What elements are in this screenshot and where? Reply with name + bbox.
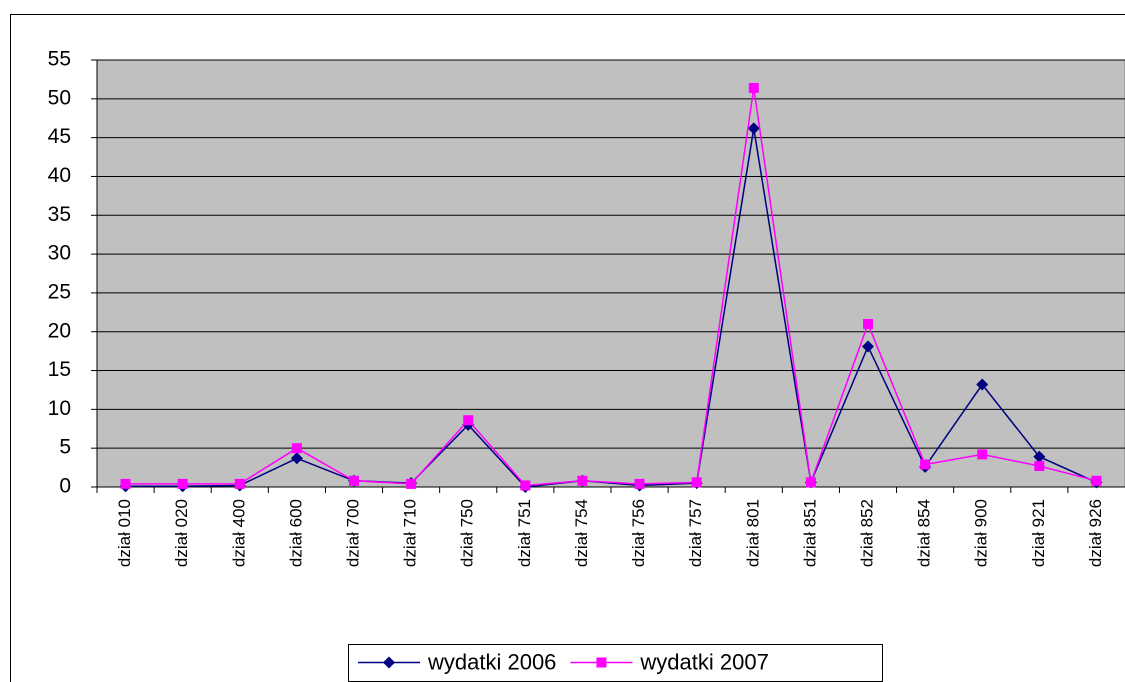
y-tick-label: 40 [48,164,71,187]
y-tick-label: 55 [48,48,71,71]
x-tick-label: dział 750 [458,499,477,567]
point [1091,475,1102,486]
y-tick-label: 0 [59,475,71,498]
point [290,452,303,465]
legend-marker [596,657,607,668]
y-tick-label: 25 [48,280,71,303]
x-tick-label: dział 921 [1029,499,1048,567]
x-tick-label: dział 801 [743,499,762,567]
point [920,459,931,470]
point [976,378,989,391]
point [1033,450,1046,463]
series-line [125,87,1097,487]
x-tick-label: dział 926 [1086,499,1105,567]
legend-label: wydatki 2006 [427,649,556,674]
point [1034,461,1045,472]
point [120,478,131,489]
point [463,415,474,426]
y-tick-label: 15 [48,358,71,381]
point [234,478,245,489]
x-tick-label: dział 754 [572,499,591,567]
point [349,475,359,486]
point [862,340,874,353]
point [577,475,588,486]
x-tick-label: dział 751 [515,499,534,567]
point [177,478,188,489]
y-tick-label: 10 [48,397,71,420]
series-line [125,128,1097,488]
x-tick-label: dział 854 [915,499,934,567]
point [406,478,417,489]
y-tick-label: 5 [59,436,71,459]
y-tick-label: 45 [48,125,71,148]
x-tick-label: dział 757 [686,499,705,567]
x-tick-label: dział 010 [115,499,134,567]
point [291,443,302,454]
x-tick-label: dział 020 [172,499,191,567]
point [805,477,816,488]
legend-marker [383,656,395,669]
x-tick-label: dział 400 [229,499,248,567]
point [748,82,759,93]
x-tick-label: dział 700 [343,499,362,567]
x-tick-label: dział 600 [286,499,305,567]
y-tick-label: 35 [48,203,71,226]
point [691,477,702,488]
x-tick-label: dział 756 [629,499,648,567]
point [520,480,531,491]
point [747,122,760,135]
x-tick-label: dział 852 [857,499,876,567]
y-tick-label: 50 [48,86,71,109]
x-tick-label: dział 710 [401,499,420,567]
legend-label: wydatki 2007 [639,649,768,674]
y-tick-label: 30 [48,242,71,265]
point [863,318,873,329]
x-tick-label: dział 900 [972,499,991,567]
plot-area [96,59,1125,488]
x-tick-label: dział 851 [800,499,819,567]
point [977,449,988,460]
y-tick-label: 20 [48,319,71,342]
point [634,478,645,489]
